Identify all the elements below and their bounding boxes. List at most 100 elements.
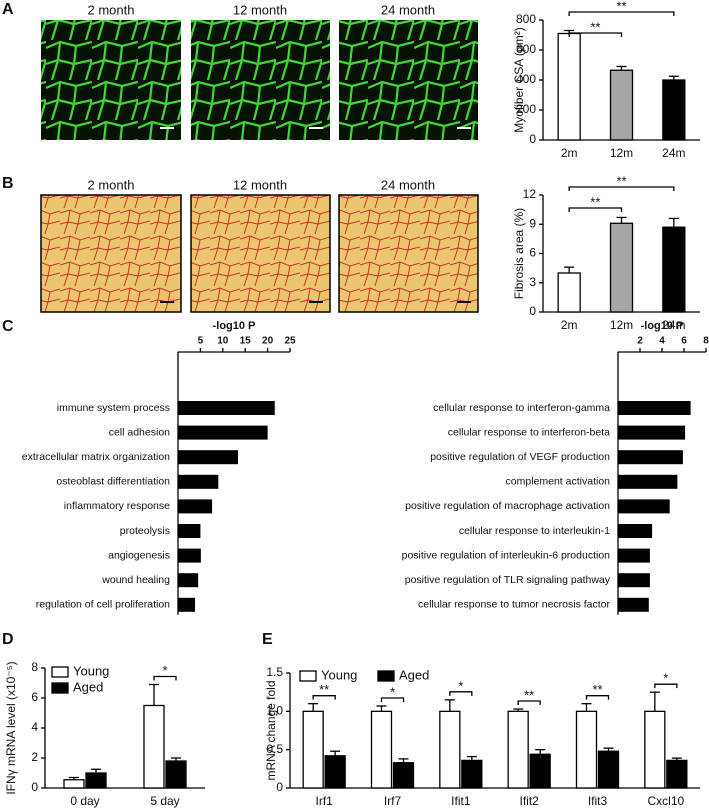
significance-label: **	[616, 173, 626, 188]
significance-bracket	[568, 11, 675, 16]
significance-label: *	[458, 678, 463, 693]
significance-label: **	[319, 682, 329, 697]
bar	[178, 524, 201, 538]
image-label: 2 month	[88, 177, 135, 192]
bar	[324, 755, 346, 789]
y-tick-label: positive regulation of VEGF production	[430, 451, 610, 463]
significance-label: *	[663, 671, 668, 686]
panel-letter: C	[2, 318, 14, 335]
y-axis-label: Fibrosis area (%)	[512, 208, 526, 299]
bar	[178, 499, 213, 514]
bar	[507, 710, 529, 789]
y-tick-label: 0	[276, 780, 283, 794]
legend-label: Aged	[399, 667, 429, 682]
y-tick-label: 1.0	[266, 704, 283, 718]
image-label: 12 month	[233, 177, 287, 192]
micrograph	[338, 194, 479, 313]
bar	[370, 710, 393, 789]
y-tick-label: 2	[31, 750, 38, 764]
x-tick-label: 2m	[561, 318, 578, 332]
y-tick-label: cellular response to interferon-beta	[448, 426, 610, 438]
y-tick-label: complement activation	[506, 476, 611, 488]
y-tick-label: 6	[31, 690, 38, 704]
x-tick-label: Ifit3	[588, 794, 608, 808]
significance-bracket	[654, 683, 678, 689]
y-tick-label: proteolysis	[120, 525, 170, 537]
bar	[609, 222, 634, 313]
y-tick-label: extracellular matrix organization	[22, 451, 170, 463]
bar	[618, 499, 670, 514]
bar	[461, 759, 483, 789]
significance-label: **	[590, 194, 600, 209]
bar	[143, 704, 165, 789]
significance-bracket	[380, 697, 405, 702]
micrograph	[339, 20, 478, 140]
y-axis-label: IFNγ mRNA level (x10⁻⁵)	[4, 661, 18, 794]
y-tick-label: wound healing	[101, 574, 170, 586]
y-tick-label: inflammatory response	[64, 500, 170, 512]
bar	[618, 401, 691, 415]
x-tick-label: 20	[262, 336, 274, 347]
significance-bracket	[312, 695, 336, 700]
y-tick-label: osteoblast differentiation	[56, 476, 170, 488]
y-tick-label: 400	[516, 72, 536, 86]
significance-label: **	[616, 0, 626, 13]
bar	[302, 710, 324, 789]
bar	[178, 573, 199, 588]
x-tick-label: Cxcl10	[647, 794, 684, 808]
bar	[439, 710, 461, 789]
bar	[178, 597, 196, 612]
bar	[666, 759, 688, 789]
y-tick-label: immune system process	[57, 402, 170, 414]
x-tick-label: 0 day	[70, 794, 99, 808]
y-tick-label: regulation of cell proliferation	[36, 599, 170, 611]
x-tick-label: 15	[240, 336, 252, 347]
bar	[618, 425, 686, 440]
bar	[63, 779, 85, 789]
significance-bracket	[517, 700, 541, 706]
y-tick-label: 800	[516, 12, 536, 26]
y-tick-label: 6	[529, 246, 536, 260]
y-tick-label: cellular response to interferon-gamma	[433, 402, 610, 414]
bar	[662, 226, 686, 313]
bar	[392, 762, 415, 789]
bar	[178, 450, 239, 465]
x-tick-label: 25	[284, 336, 296, 347]
x-tick-label: 4	[659, 336, 665, 347]
panel-letter: D	[2, 631, 14, 648]
legend-swatch	[51, 666, 69, 678]
y-tick-label: 600	[516, 42, 536, 56]
x-tick-label: 6	[681, 336, 687, 347]
significance-bracket	[153, 675, 177, 681]
significance-label: **	[592, 682, 602, 697]
bar	[618, 548, 650, 563]
y-tick-label: 12	[523, 187, 537, 201]
y-tick-label: 0	[529, 304, 536, 318]
significance-label: *	[390, 684, 395, 699]
bar	[597, 750, 620, 789]
y-tick-label: 8	[31, 660, 38, 674]
bar	[609, 69, 634, 141]
y-tick-label: positive regulation of TLR signaling pat…	[405, 574, 611, 586]
image-label: 24 month	[381, 2, 435, 17]
bar	[557, 272, 581, 313]
x-axis-label: -log10 P	[641, 320, 684, 332]
bar	[557, 32, 581, 141]
y-tick-label: cellular response to tumor necrosis fact…	[418, 599, 611, 611]
bar	[178, 474, 219, 489]
significance-label: **	[524, 687, 534, 702]
x-tick-label: Irf7	[384, 794, 402, 808]
y-axis-label: Myofiber CSA (μm²)	[512, 27, 526, 133]
y-axis-label: mRNA change fold	[264, 680, 278, 780]
panel-letter: A	[2, 1, 14, 18]
y-tick-label: 1.5	[266, 665, 283, 679]
legend-swatch	[51, 682, 69, 694]
x-tick-label: Ifit2	[519, 794, 539, 808]
x-tick-label: Ifit1	[451, 794, 471, 808]
y-tick-label: 9	[529, 216, 536, 230]
micrograph	[191, 20, 330, 140]
y-tick-label: 3	[529, 275, 536, 289]
y-tick-label: positive regulation of macrophage activa…	[405, 500, 610, 512]
